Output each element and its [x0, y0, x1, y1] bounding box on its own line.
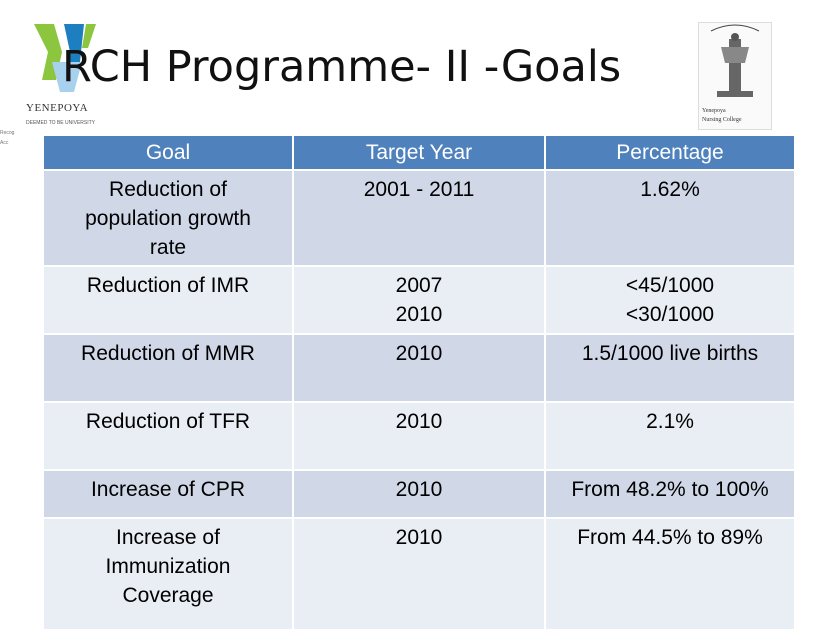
cell-percentage: 1.62%: [544, 169, 796, 267]
table-row: Reduction of MMR 2010 1.5/1000 live birt…: [42, 333, 796, 403]
table-row: Reduction of TFR 2010 2.1%: [42, 401, 796, 471]
cell-goal: Reduction of population growth rate: [42, 169, 294, 267]
cell-goal: Reduction of IMR: [42, 265, 294, 335]
cell-percentage: 2.1%: [544, 401, 796, 471]
table-header-row: Goal Target Year Percentage: [42, 134, 796, 171]
cell-percentage: 1.5/1000 live births: [544, 333, 796, 403]
cell-goal: Increase of Immunization Coverage: [42, 517, 294, 631]
cell-goal: Increase of CPR: [42, 469, 294, 519]
cell-year: 2010: [292, 517, 546, 631]
cell-goal: Reduction of TFR: [42, 401, 294, 471]
cell-year: 2001 - 2011: [292, 169, 546, 267]
logo-left-subtext: DEEMED TO BE UNIVERSITY: [26, 120, 95, 126]
cell-goal: Reduction of MMR: [42, 333, 294, 403]
cell-year: 2010: [292, 401, 546, 471]
table-row: Reduction of IMR 2007 2010 <45/1000 <30/…: [42, 265, 796, 335]
goals-table: Goal Target Year Percentage Reduction of…: [42, 134, 796, 631]
cell-percentage: <45/1000 <30/1000: [544, 265, 796, 335]
table-row: Increase of CPR 2010 From 48.2% to 100%: [42, 469, 796, 519]
cell-year: 2007 2010: [292, 265, 546, 335]
cell-percentage: From 44.5% to 89%: [544, 517, 796, 631]
logo-right-line1: Yenepoya: [702, 108, 726, 114]
yenepoya-nursing-college-logo: [698, 22, 772, 130]
logo-left-name: YENEPOYA: [26, 102, 89, 114]
header-percentage: Percentage: [544, 134, 796, 171]
table-row: Increase of Immunization Coverage 2010 F…: [42, 517, 796, 631]
header-target-year: Target Year: [292, 134, 546, 171]
yenepoya-university-logo: [24, 22, 116, 132]
cell-percentage: From 48.2% to 100%: [544, 469, 796, 519]
logo-right-line2: Nursing College: [702, 117, 742, 123]
side-fragment-1: Recog: [0, 130, 15, 136]
cell-year: 2010: [292, 333, 546, 403]
side-fragment-2: Acc: [0, 140, 9, 146]
slide-title: RCH Programme- II -Goals: [62, 42, 622, 92]
table-row: Reduction of population growth rate 2001…: [42, 169, 796, 267]
cell-year: 2010: [292, 469, 546, 519]
header-goal: Goal: [42, 134, 294, 171]
